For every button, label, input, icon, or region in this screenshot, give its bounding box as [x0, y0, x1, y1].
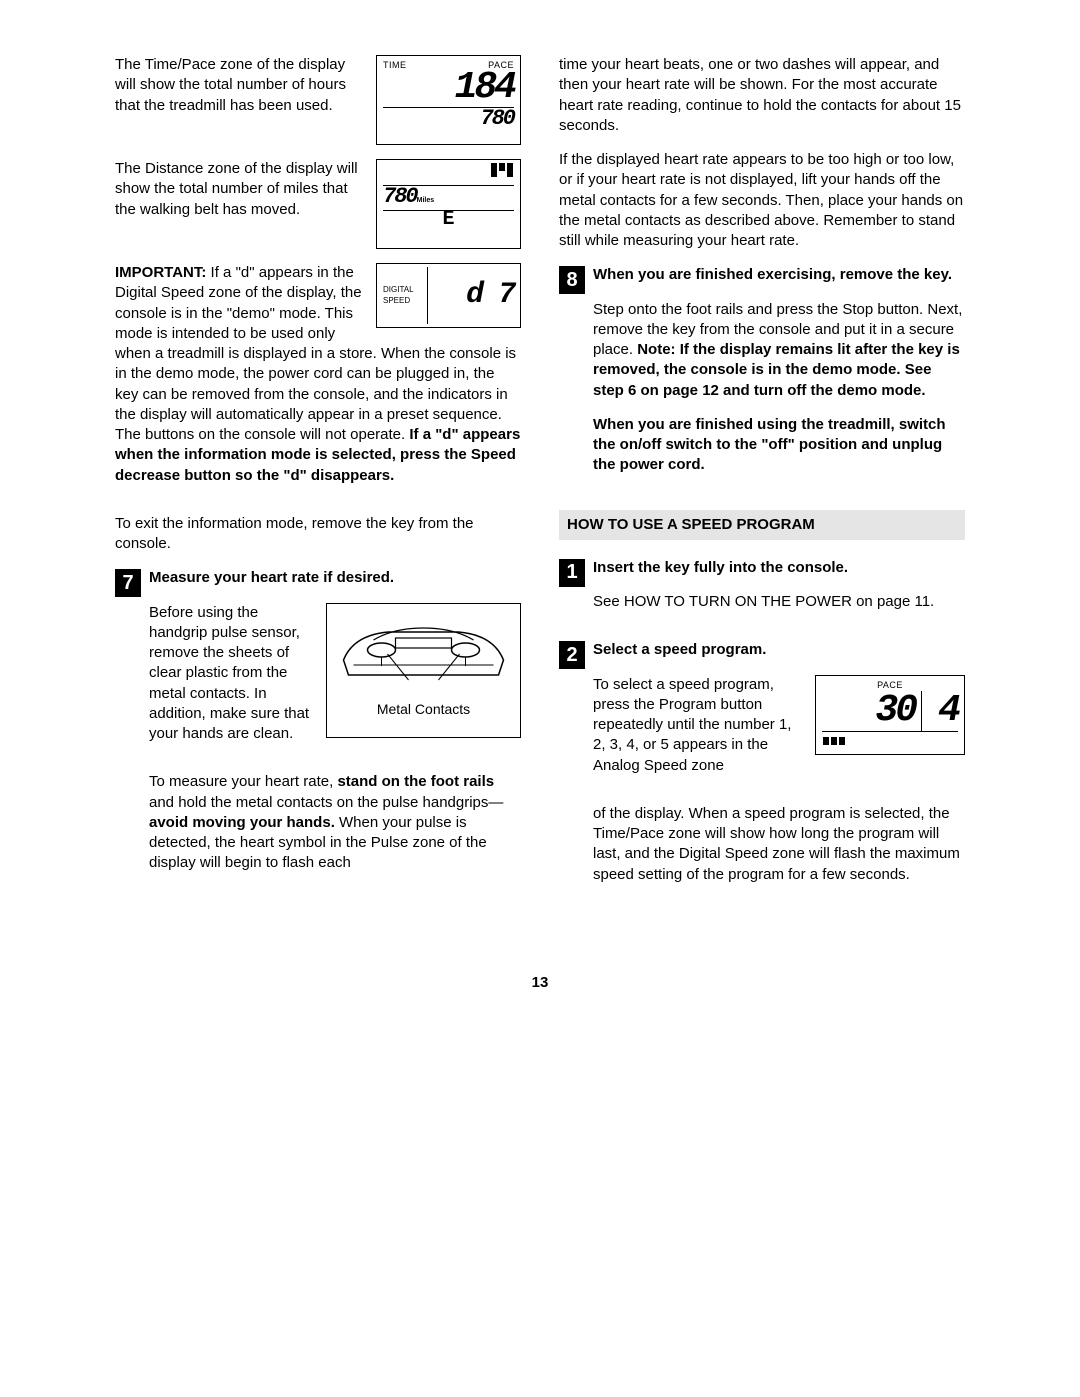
lcd-distance-value: 780 — [383, 184, 417, 209]
handgrip-label: Metal Contacts — [333, 701, 514, 718]
lcd-distance-e: E — [383, 211, 514, 229]
step-2: 2 Select a speed program. PACE 30 4 To s… — [559, 640, 965, 899]
lcd-hdr-time: TIME — [383, 59, 407, 71]
hr-p2: If the displayed heart rate appears to b… — [559, 150, 965, 251]
lcd5-left: 30 — [822, 694, 915, 728]
right-column: time your heart beats, one or two dashes… — [559, 55, 965, 913]
step-7-title: Measure your heart rate if desired. — [149, 568, 521, 588]
cont-text: time your heart beats, one or two dashes… — [559, 55, 965, 136]
step-1: 1 Insert the key fully into the console.… — [559, 558, 965, 627]
lcd-distance-unit: Miles — [417, 197, 435, 204]
step-8-p1: Step onto the foot rails and press the S… — [593, 300, 965, 401]
step-7: 7 Measure your heart rate if desired. — [115, 568, 521, 887]
step-2-title: Select a speed program. — [593, 640, 965, 660]
important-label: IMPORTANT: — [115, 264, 206, 281]
important-block: DIGITAL SPEED d 7 IMPORTANT: If a "d" ap… — [115, 263, 521, 500]
handgrip-figure: Metal Contacts — [326, 603, 521, 738]
lcd-mid-value: 780 — [383, 109, 514, 129]
lcd-digital-speed: DIGITAL SPEED d 7 — [376, 263, 521, 328]
lcd-distance: 780Miles E — [376, 159, 521, 249]
lcd5-right: 4 — [928, 694, 958, 728]
handgrip-illustration — [333, 610, 514, 695]
step-7-p2: To measure your heart rate, stand on the… — [149, 772, 521, 873]
left-column: TIMEPACE 184 780 The Time/Pace zone of t… — [115, 55, 521, 913]
lcd-big-value: 184 — [383, 71, 514, 105]
section-header: HOW TO USE A SPEED PROGRAM — [559, 510, 965, 540]
step-7-number: 7 — [115, 569, 141, 597]
step-2-p2: of the display. When a speed program is … — [593, 804, 965, 885]
step-8-p2: When you are finished using the treadmil… — [593, 415, 965, 476]
step-2-number: 2 — [559, 641, 585, 669]
step-1-title: Insert the key fully into the console. — [593, 558, 965, 578]
lcd-time-pace: TIMEPACE 184 780 — [376, 55, 521, 145]
step-8-number: 8 — [559, 266, 585, 294]
lcd-lbl-speed: SPEED — [383, 296, 424, 307]
step-8: 8 When you are finished exercising, remo… — [559, 265, 965, 489]
exit-text: To exit the information mode, remove the… — [115, 514, 521, 555]
lcd-d-value: d 7 — [466, 282, 514, 309]
page-columns: TIMEPACE 184 780 The Time/Pace zone of t… — [115, 55, 965, 913]
lcd-pace-program: PACE 30 4 — [815, 675, 965, 755]
time-pace-block: TIMEPACE 184 780 The Time/Pace zone of t… — [115, 55, 521, 145]
step-1-number: 1 — [559, 559, 585, 587]
step-8-title: When you are finished exercising, remove… — [593, 265, 965, 285]
distance-block: 780Miles E The Distance zone of the disp… — [115, 159, 521, 249]
step-1-p1: See HOW TO TURN ON THE POWER on page 11. — [593, 592, 965, 612]
lcd-lbl-digital: DIGITAL — [383, 285, 424, 296]
page-number: 13 — [115, 973, 965, 993]
